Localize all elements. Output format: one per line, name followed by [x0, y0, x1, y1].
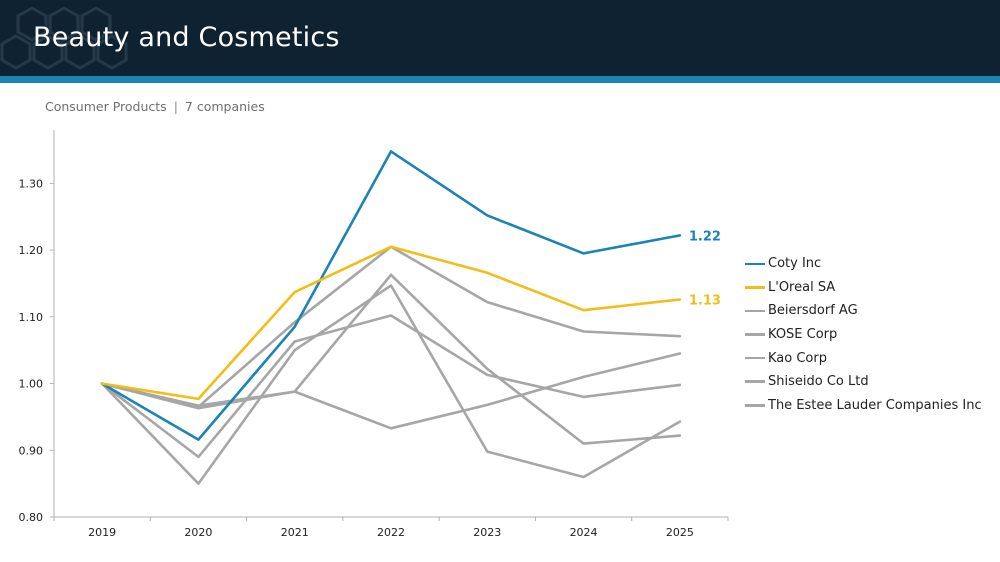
y-tick-label: 0.90	[19, 444, 44, 457]
legend-label: Kao Corp	[768, 350, 827, 366]
legend-swatch	[745, 262, 765, 266]
legend-item: L'Oreal SA	[745, 276, 995, 300]
series-line-l-oreal-sa	[100, 245, 682, 401]
x-tick-label: 2021	[281, 526, 309, 539]
y-tick-label: 1.10	[19, 311, 44, 324]
legend-item: KOSE Corp	[745, 323, 995, 347]
legend-swatch	[745, 286, 765, 289]
x-tick-label: 2024	[570, 526, 598, 539]
series-line-the-estee-lauder-companies-inc	[100, 273, 682, 445]
y-tick-label: 1.20	[19, 244, 44, 257]
legend-label: KOSE Corp	[768, 327, 838, 343]
subtitle-separator: |	[173, 99, 178, 114]
header-accent-bar	[0, 76, 1000, 83]
legend-label: Beiersdorf AG	[768, 303, 858, 319]
series-line-kose-corp	[100, 314, 682, 459]
x-tick-label: 2025	[666, 526, 694, 539]
legend-swatch	[745, 333, 765, 336]
chart-subtitle: Consumer Products | 7 companies	[45, 99, 265, 114]
x-tick-label: 2019	[88, 526, 116, 539]
y-tick-label: 1.30	[19, 177, 44, 190]
legend-swatch	[745, 404, 765, 407]
company-count: 7 companies	[184, 99, 265, 114]
series-line-kao-corp	[100, 352, 682, 430]
legend-item: Kao Corp	[745, 346, 995, 370]
series-line-coty-inc	[100, 150, 682, 441]
end-value-label: 1.13	[689, 293, 721, 308]
legend-item: The Estee Lauder Companies Inc	[745, 394, 995, 418]
header-bar: Beauty and Cosmetics	[0, 0, 1000, 76]
series-lines	[100, 150, 682, 485]
legend-label: Coty Inc	[768, 256, 822, 272]
legend-swatch	[745, 356, 765, 360]
sector-label: Consumer Products	[45, 99, 167, 114]
legend-item: Beiersdorf AG	[745, 299, 995, 323]
y-tick-label: 1.00	[19, 378, 44, 391]
x-tick-label: 2020	[184, 526, 212, 539]
end-value-label: 1.22	[689, 229, 721, 244]
end-labels: 1.22 1.13	[689, 229, 721, 308]
x-tick-label: 2022	[377, 526, 405, 539]
chart-legend: Coty Inc L'Oreal SA Beiersdorf AG KOSE Corp…	[745, 252, 995, 417]
legend-item: Shiseido Co Ltd	[745, 370, 995, 394]
legend-item: Coty Inc	[745, 252, 995, 276]
y-tick-label: 0.80	[19, 511, 44, 524]
legend-label: L'Oreal SA	[768, 279, 836, 295]
chart-axes: 0.80 0.90 1.00 1.10 1.20 1.30 2019 2020 2021 2022…	[19, 130, 729, 539]
series-line-beiersdorf-ag	[100, 245, 682, 409]
series-line-shiseido-co-ltd	[100, 284, 682, 485]
legend-swatch	[745, 380, 765, 384]
legend-label: Shiseido Co Ltd	[768, 374, 869, 390]
legend-label: The Estee Lauder Companies Inc	[768, 397, 982, 413]
legend-swatch	[745, 309, 765, 313]
hexagon-pattern-icon	[0, 6, 128, 70]
x-tick-label: 2023	[473, 526, 501, 539]
page-title: Beauty and Cosmetics	[33, 22, 340, 53]
